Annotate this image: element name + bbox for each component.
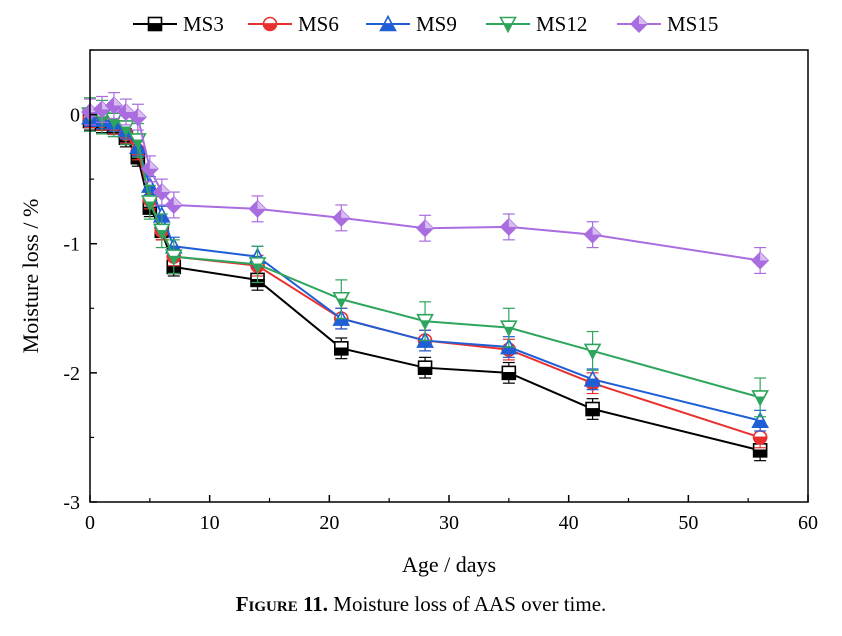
data-point <box>332 291 351 309</box>
data-point <box>416 313 434 331</box>
data-point <box>116 102 135 121</box>
legend-label: MS15 <box>667 12 718 36</box>
x-tick-label: 30 <box>439 512 459 534</box>
data-point <box>752 430 768 445</box>
legend-item-ms3: MS3 <box>133 12 224 36</box>
y-axis-label: Moisture loss / % <box>18 199 43 354</box>
x-tick-label: 10 <box>200 512 220 534</box>
data-point <box>583 370 602 387</box>
data-point <box>499 217 518 236</box>
legend-marker <box>262 16 278 32</box>
data-point <box>583 343 602 361</box>
data-point <box>333 341 349 356</box>
data-point <box>248 257 267 274</box>
data-point <box>499 320 518 337</box>
legend-marker <box>379 14 397 32</box>
legend-label: MS12 <box>536 12 587 36</box>
series-line-ms3 <box>89 120 761 452</box>
caption-label: Figure 11. <box>235 592 329 616</box>
data-point <box>583 225 602 244</box>
series-line-ms6 <box>89 117 761 439</box>
series-ms15 <box>81 92 770 275</box>
series-line-ms12 <box>89 113 761 399</box>
data-point <box>751 251 770 270</box>
data-point <box>751 390 769 407</box>
figure-caption: Figure 11. Moisture loss of AAS over tim… <box>0 592 842 617</box>
legend-marker <box>499 16 517 34</box>
legend-label: MS9 <box>416 12 457 36</box>
legend: MS3 MS6 MS9 MS12 MS15 <box>133 12 718 36</box>
x-tick-label: 20 <box>319 512 339 534</box>
data-point <box>501 365 517 381</box>
legend-item-ms9: MS9 <box>366 12 457 36</box>
x-tick-label: 50 <box>678 512 698 534</box>
plot-area <box>81 92 770 462</box>
series-ms3 <box>82 111 768 462</box>
data-point <box>332 208 351 227</box>
data-point <box>585 401 600 417</box>
axes: 0 10 20 30 40 50 60 0 -1 -2 -3 Age / days Moisture l… <box>18 49 818 577</box>
caption-text: Moisture loss of AAS over time. <box>328 592 607 616</box>
legend-marker <box>630 15 648 33</box>
legend-item-ms15: MS15 <box>617 12 718 36</box>
legend-label: MS6 <box>298 12 339 36</box>
x-axis-label: Age / days <box>402 552 496 577</box>
data-point <box>416 219 435 238</box>
plot-frame <box>89 49 809 503</box>
data-point <box>152 183 171 202</box>
data-point <box>128 108 147 127</box>
x-tick-label: 0 <box>85 512 95 534</box>
data-point <box>140 159 159 178</box>
data-point <box>104 96 123 115</box>
legend-marker <box>147 16 163 32</box>
y-tick-label: -3 <box>63 492 80 514</box>
y-tick-label: -2 <box>63 363 80 385</box>
data-point <box>129 133 147 150</box>
legend-label: MS3 <box>183 12 224 36</box>
data-point <box>417 360 433 375</box>
y-tick-label: 0 <box>70 105 80 127</box>
data-point <box>152 223 171 241</box>
data-point <box>140 195 159 212</box>
data-point <box>164 249 183 266</box>
legend-item-ms12: MS12 <box>486 12 587 36</box>
data-point <box>248 199 267 218</box>
data-point <box>164 195 183 214</box>
series-ms12 <box>81 97 769 418</box>
y-tick-label: -1 <box>63 234 80 256</box>
x-tick-label: 60 <box>798 512 818 534</box>
legend-item-ms6: MS6 <box>248 12 339 36</box>
x-tick-label: 40 <box>559 512 579 534</box>
moisture-loss-chart: 0 10 20 30 40 50 60 0 -1 -2 -3 Age / days Moisture l… <box>18 12 818 577</box>
